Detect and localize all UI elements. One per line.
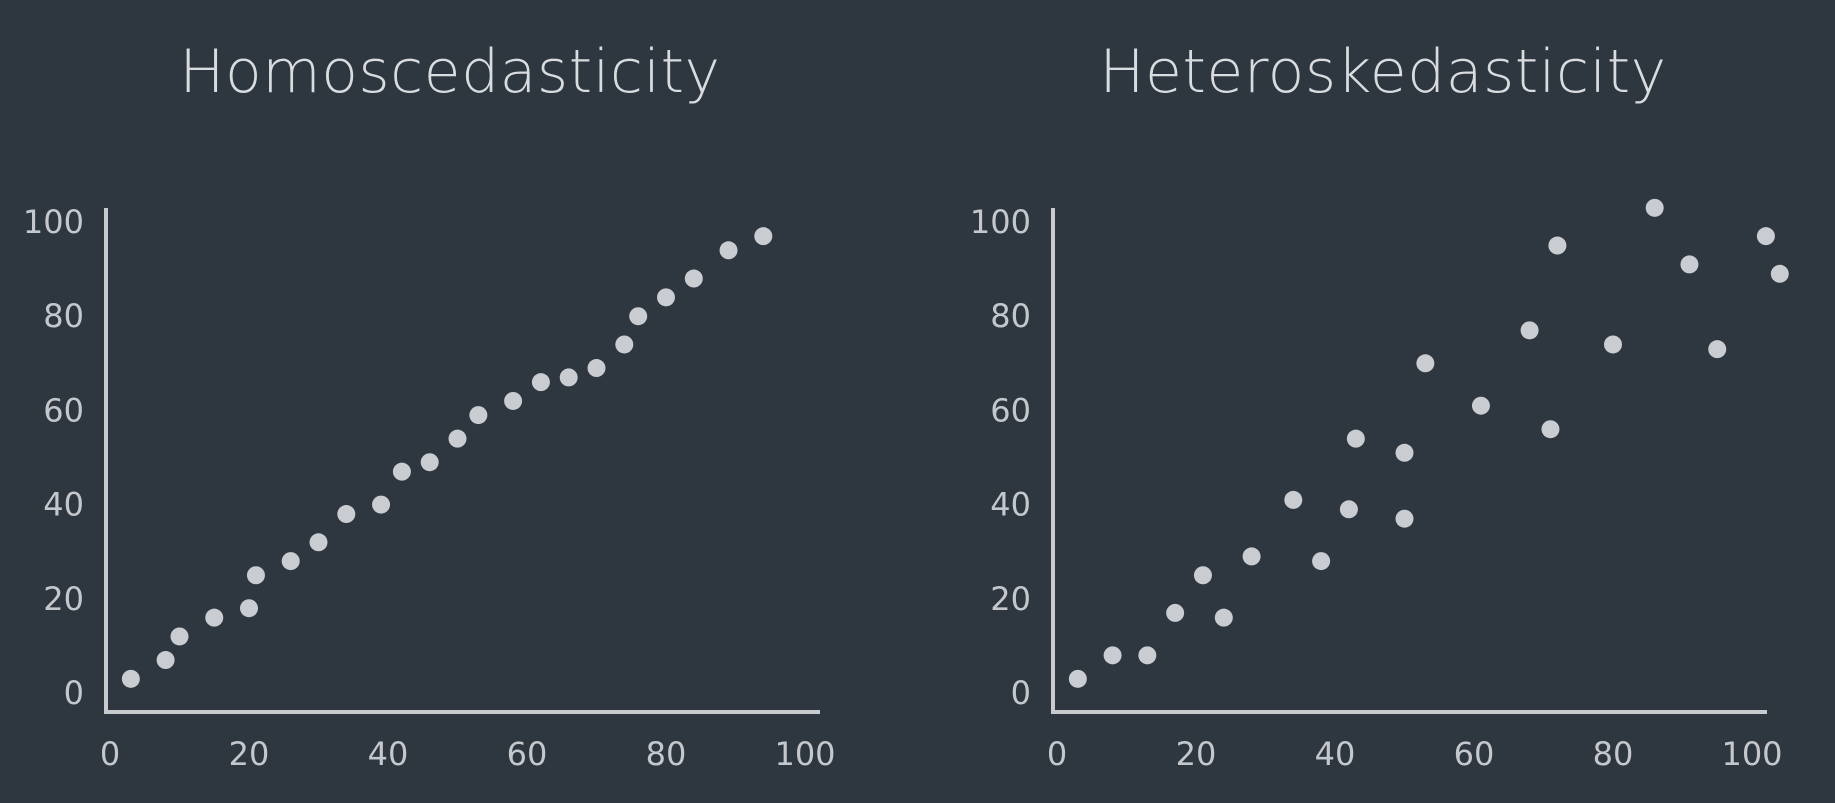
x-tick-label: 100 xyxy=(1721,735,1782,773)
x-tick-label: 20 xyxy=(229,735,270,773)
scatter-point xyxy=(1138,646,1157,665)
scatter-point xyxy=(1548,236,1567,255)
scatter-point xyxy=(559,368,578,387)
scatter-point xyxy=(1645,198,1664,217)
scatter-point xyxy=(420,453,439,472)
scatter-point xyxy=(170,627,189,646)
y-tick-label: 100 xyxy=(23,203,84,241)
chart-homoscedasticity: Homoscedasticity 0 20 40 60 80 100 0 20 40 60 80 1… xyxy=(23,37,836,773)
y-tick-label: 80 xyxy=(43,297,84,335)
scatter-point xyxy=(629,307,648,326)
scatter-point xyxy=(1395,443,1414,462)
scatter-point xyxy=(531,373,550,392)
y-tick-label: 60 xyxy=(990,391,1031,429)
scatter-point xyxy=(448,429,467,448)
scatter-point xyxy=(1680,255,1699,274)
scatter-point xyxy=(1103,646,1122,665)
scatter-point xyxy=(587,359,606,378)
y-tick-label: 20 xyxy=(990,580,1031,618)
chart-title: Homoscedasticity xyxy=(179,37,720,107)
scatter-point xyxy=(469,406,488,425)
y-tick-label: 100 xyxy=(970,203,1031,241)
x-tick-label: 20 xyxy=(1176,735,1217,773)
scatter-point xyxy=(719,241,738,260)
scatter-point xyxy=(1471,396,1490,415)
scatter-point xyxy=(615,335,634,354)
scatter-point xyxy=(1416,354,1435,373)
x-tick-label: 60 xyxy=(1454,735,1495,773)
x-tick-label: 100 xyxy=(774,735,835,773)
scatter-point xyxy=(1520,321,1539,340)
scatter-point xyxy=(1193,566,1212,585)
x-tick-labels: 0 20 40 60 80 100 xyxy=(100,735,836,773)
scatter-point xyxy=(337,505,356,524)
scatter-point xyxy=(684,269,703,288)
y-tick-label: 20 xyxy=(43,580,84,618)
scatter-point xyxy=(1312,552,1331,571)
scatter-point xyxy=(205,608,224,627)
scatter-point xyxy=(657,288,675,307)
scatter-point xyxy=(246,566,265,585)
scatter-point xyxy=(1770,264,1789,283)
y-tick-label: 0 xyxy=(1011,674,1031,712)
y-tick-label: 40 xyxy=(990,486,1031,524)
x-tick-label: 40 xyxy=(1315,735,1356,773)
scatter-point xyxy=(1284,490,1303,509)
scatter-point xyxy=(372,495,391,514)
scatter-point xyxy=(240,599,258,618)
x-tick-label: 80 xyxy=(646,735,687,773)
scatter-point xyxy=(121,669,140,688)
data-points xyxy=(1068,198,1789,688)
scatter-point xyxy=(1604,335,1622,354)
scatter-point xyxy=(1339,500,1358,519)
scatter-point xyxy=(1346,429,1365,448)
x-tick-label: 0 xyxy=(100,735,120,773)
y-tick-label: 0 xyxy=(64,674,84,712)
scatter-point xyxy=(309,533,328,552)
scatter-point xyxy=(156,651,175,670)
x-tick-labels: 0 20 40 60 80 100 xyxy=(1047,735,1783,773)
scatter-point xyxy=(281,552,300,571)
chart-title: Heteroskedasticity xyxy=(1099,37,1666,107)
scatter-point xyxy=(1395,509,1414,528)
chart-heteroskedasticity: Heteroskedasticity 0 20 40 60 80 100 0 20 40 60 8… xyxy=(970,37,1789,773)
y-tick-labels: 0 20 40 60 80 100 xyxy=(23,203,84,712)
axes xyxy=(104,208,820,714)
scatter-point xyxy=(1541,420,1560,439)
axes xyxy=(1051,208,1767,714)
y-tick-label: 60 xyxy=(43,391,84,429)
scatter-point xyxy=(1214,608,1233,627)
x-tick-label: 80 xyxy=(1593,735,1634,773)
scatter-point xyxy=(1068,669,1087,688)
y-tick-label: 80 xyxy=(990,297,1031,335)
x-tick-label: 0 xyxy=(1047,735,1067,773)
scatter-point xyxy=(392,462,411,481)
y-tick-labels: 0 20 40 60 80 100 xyxy=(970,203,1031,712)
scatter-point xyxy=(1166,603,1185,622)
scatter-point xyxy=(504,391,523,410)
x-tick-label: 60 xyxy=(507,735,548,773)
scatter-point xyxy=(754,227,773,246)
scatter-point xyxy=(1242,547,1261,566)
data-points xyxy=(121,227,773,688)
scatter-point xyxy=(1708,340,1727,359)
x-tick-label: 40 xyxy=(368,735,409,773)
scatter-point xyxy=(1756,227,1775,246)
y-tick-label: 40 xyxy=(43,486,84,524)
